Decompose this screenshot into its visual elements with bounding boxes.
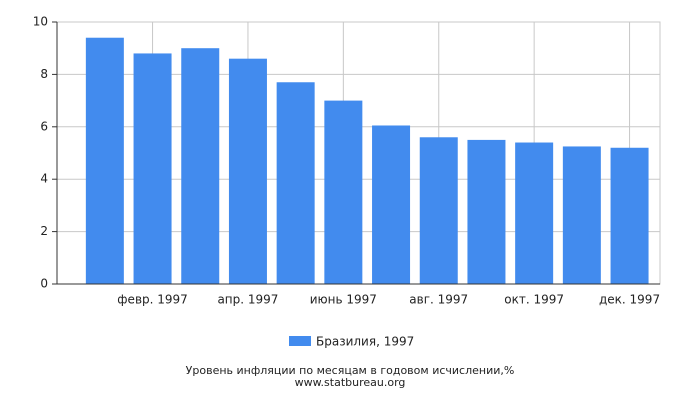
- y-tick-label: 8: [40, 67, 48, 81]
- y-tick-label: 2: [40, 224, 48, 238]
- x-tick-label: окт. 1997: [504, 293, 564, 307]
- x-tick-label: дек. 1997: [599, 293, 660, 307]
- bar: [419, 137, 458, 284]
- chart-title: Уровень инфляции по месяцам в годовом ис…: [186, 364, 515, 377]
- bar: [276, 82, 315, 284]
- legend-swatch: [289, 336, 311, 346]
- bar: [85, 37, 124, 284]
- chart-subtitle: www.statbureau.org: [295, 376, 406, 389]
- y-tick-label: 10: [33, 15, 48, 29]
- y-tick-label: 4: [40, 172, 48, 186]
- bar: [372, 125, 411, 285]
- x-tick-label: авг. 1997: [409, 293, 468, 307]
- bar: [228, 58, 267, 285]
- bar: [515, 142, 554, 284]
- legend-label: Бразилия, 1997: [316, 335, 414, 349]
- bar: [324, 100, 363, 284]
- y-tick-label: 6: [40, 119, 48, 133]
- bar: [181, 48, 220, 285]
- bar: [467, 139, 506, 284]
- bar: [562, 146, 601, 284]
- x-tick-label: февр. 1997: [117, 293, 188, 307]
- bar: [133, 53, 172, 284]
- y-tick-label: 0: [40, 277, 48, 291]
- x-tick-label: апр. 1997: [217, 293, 278, 307]
- bar: [610, 147, 649, 284]
- x-tick-label: июнь 1997: [310, 293, 377, 307]
